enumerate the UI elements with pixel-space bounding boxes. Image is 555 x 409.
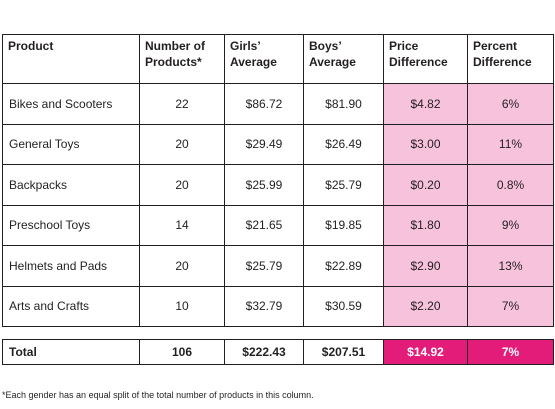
total-girls-average: $222.43 <box>224 339 304 365</box>
girls-average-cell: $25.79 <box>224 245 304 287</box>
price-difference-cell: $2.20 <box>383 285 468 327</box>
percent-difference-cell: 7% <box>467 285 554 327</box>
footnote: *Each gender has an equal split of the t… <box>2 390 314 400</box>
girls-average-cell: $32.79 <box>224 285 304 327</box>
number-of-products-cell: 20 <box>139 123 225 165</box>
total-price-difference: $14.92 <box>383 339 468 365</box>
product-cell: Helmets and Pads <box>2 245 140 287</box>
column-header-product: Product <box>2 34 140 84</box>
number-of-products-cell: 20 <box>139 164 225 206</box>
percent-difference-cell: 13% <box>467 245 554 287</box>
table-row: Preschool Toys 14 $21.65 $19.85 $1.80 9% <box>2 204 554 246</box>
price-difference-cell: $1.80 <box>383 204 468 246</box>
percent-difference-cell: 11% <box>467 123 554 165</box>
total-percent-difference: 7% <box>467 339 554 365</box>
column-header-girls-average: Girls’ Average <box>224 34 304 84</box>
boys-average-cell: $25.79 <box>303 164 384 206</box>
boys-average-cell: $19.85 <box>303 204 384 246</box>
boys-average-cell: $30.59 <box>303 285 384 327</box>
table-row: Arts and Crafts 10 $32.79 $30.59 $2.20 7% <box>2 285 554 327</box>
percent-difference-cell: 9% <box>467 204 554 246</box>
product-cell: Bikes and Scooters <box>2 83 140 125</box>
price-difference-cell: $0.20 <box>383 164 468 206</box>
column-header-boys-average: Boys’ Average <box>303 34 384 84</box>
number-of-products-cell: 14 <box>139 204 225 246</box>
table-row: Helmets and Pads 20 $25.79 $22.89 $2.90 13% <box>2 245 554 287</box>
column-header-price-difference: Price Difference <box>383 34 468 84</box>
total-number-of-products: 106 <box>139 339 225 365</box>
boys-average-cell: $81.90 <box>303 83 384 125</box>
number-of-products-cell: 10 <box>139 285 225 327</box>
boys-average-cell: $22.89 <box>303 245 384 287</box>
price-difference-cell: $2.90 <box>383 245 468 287</box>
percent-difference-cell: 0.8% <box>467 164 554 206</box>
table-row: Backpacks 20 $25.99 $25.79 $0.20 0.8% <box>2 164 554 206</box>
girls-average-cell: $29.49 <box>224 123 304 165</box>
product-cell: General Toys <box>2 123 140 165</box>
price-difference-cell: $4.82 <box>383 83 468 125</box>
product-cell: Backpacks <box>2 164 140 206</box>
girls-average-cell: $21.65 <box>224 204 304 246</box>
total-label: Total <box>2 339 140 365</box>
product-cell: Arts and Crafts <box>2 285 140 327</box>
price-difference-cell: $3.00 <box>383 123 468 165</box>
table-row: General Toys 20 $29.49 $26.49 $3.00 11% <box>2 123 554 165</box>
table-row: Bikes and Scooters 22 $86.72 $81.90 $4.82 6% <box>2 83 554 125</box>
number-of-products-cell: 22 <box>139 83 225 125</box>
price-comparison-table: Product Number of Products* Girls’ Avera… <box>2 34 554 365</box>
girls-average-cell: $86.72 <box>224 83 304 125</box>
total-row: Total 106 $222.43 $207.51 $14.92 7% <box>2 339 554 365</box>
number-of-products-cell: 20 <box>139 245 225 287</box>
girls-average-cell: $25.99 <box>224 164 304 206</box>
column-header-percent-difference: Percent Difference <box>467 34 554 84</box>
percent-difference-cell: 6% <box>467 83 554 125</box>
product-cell: Preschool Toys <box>2 204 140 246</box>
total-boys-average: $207.51 <box>303 339 384 365</box>
spacer-row <box>2 326 554 340</box>
column-header-number-of-products: Number of Products* <box>139 34 225 84</box>
header-row: Product Number of Products* Girls’ Avera… <box>2 34 554 84</box>
boys-average-cell: $26.49 <box>303 123 384 165</box>
